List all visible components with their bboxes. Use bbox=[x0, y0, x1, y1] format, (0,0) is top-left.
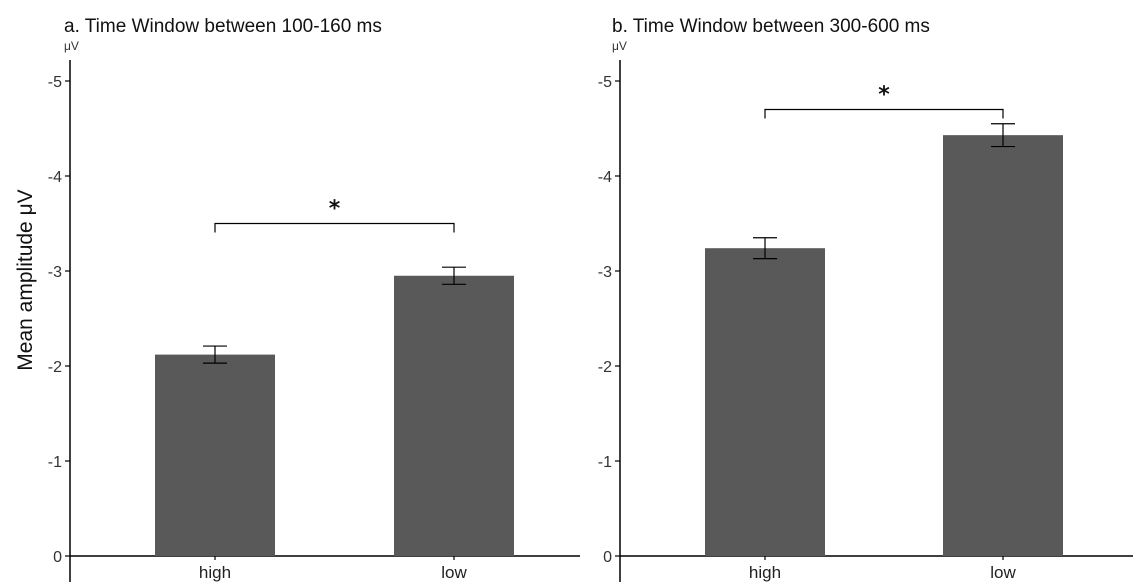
panel-a-ytick-label: 0 bbox=[53, 549, 62, 566]
panel-b-significance-bracket bbox=[764, 108, 1004, 119]
panel-a-title: a. Time Window between 100-160 ms bbox=[64, 16, 382, 37]
y-axis-label: Mean amplitude μV bbox=[14, 189, 37, 370]
panel-a-xtick-label-low: low bbox=[441, 563, 467, 582]
panel-a-bar-low bbox=[394, 275, 514, 556]
panel-a-ytick-label: -5 bbox=[48, 74, 62, 91]
panel-b-ytick-label: -5 bbox=[598, 74, 612, 91]
panel-a-significance-bracket bbox=[214, 222, 455, 233]
panel-b-xtick-label-low: low bbox=[990, 563, 1016, 582]
panel-b-title: b. Time Window between 300-600 ms bbox=[612, 16, 930, 37]
panel-b-significance-label: * bbox=[878, 83, 890, 108]
panel-a-xtick-label-high: high bbox=[199, 563, 231, 582]
panel-a-bar-high bbox=[155, 354, 275, 556]
panel-b-ytick-label: -4 bbox=[598, 169, 612, 186]
panel-a-unit-label: μV bbox=[64, 39, 79, 53]
panel-b-ytick-label: -1 bbox=[598, 454, 612, 471]
panel-b-bar-high bbox=[705, 248, 825, 556]
panel-a-ytick-label: -2 bbox=[48, 359, 62, 376]
panel-b-ytick-label: -2 bbox=[598, 359, 612, 376]
panel-b-ytick-label: 0 bbox=[603, 549, 612, 566]
panel-a-significance-label: * bbox=[329, 197, 341, 222]
panel-b-unit-label: μV bbox=[612, 39, 627, 53]
panel-a-ytick-label: -1 bbox=[48, 454, 62, 471]
panel-b-ytick-label: -3 bbox=[598, 264, 612, 281]
panel-b-bar-low bbox=[943, 135, 1063, 556]
panel-b: b. Time Window between 300-600 ms μV 0 -1… bbox=[598, 16, 1133, 582]
panel-a: a. Time Window between 100-160 ms μV 0 -1… bbox=[48, 16, 580, 582]
panel-b-xtick-label-high: high bbox=[749, 563, 781, 582]
panel-a-ytick-label: -4 bbox=[48, 169, 62, 186]
panel-a-ytick-label: -3 bbox=[48, 264, 62, 281]
